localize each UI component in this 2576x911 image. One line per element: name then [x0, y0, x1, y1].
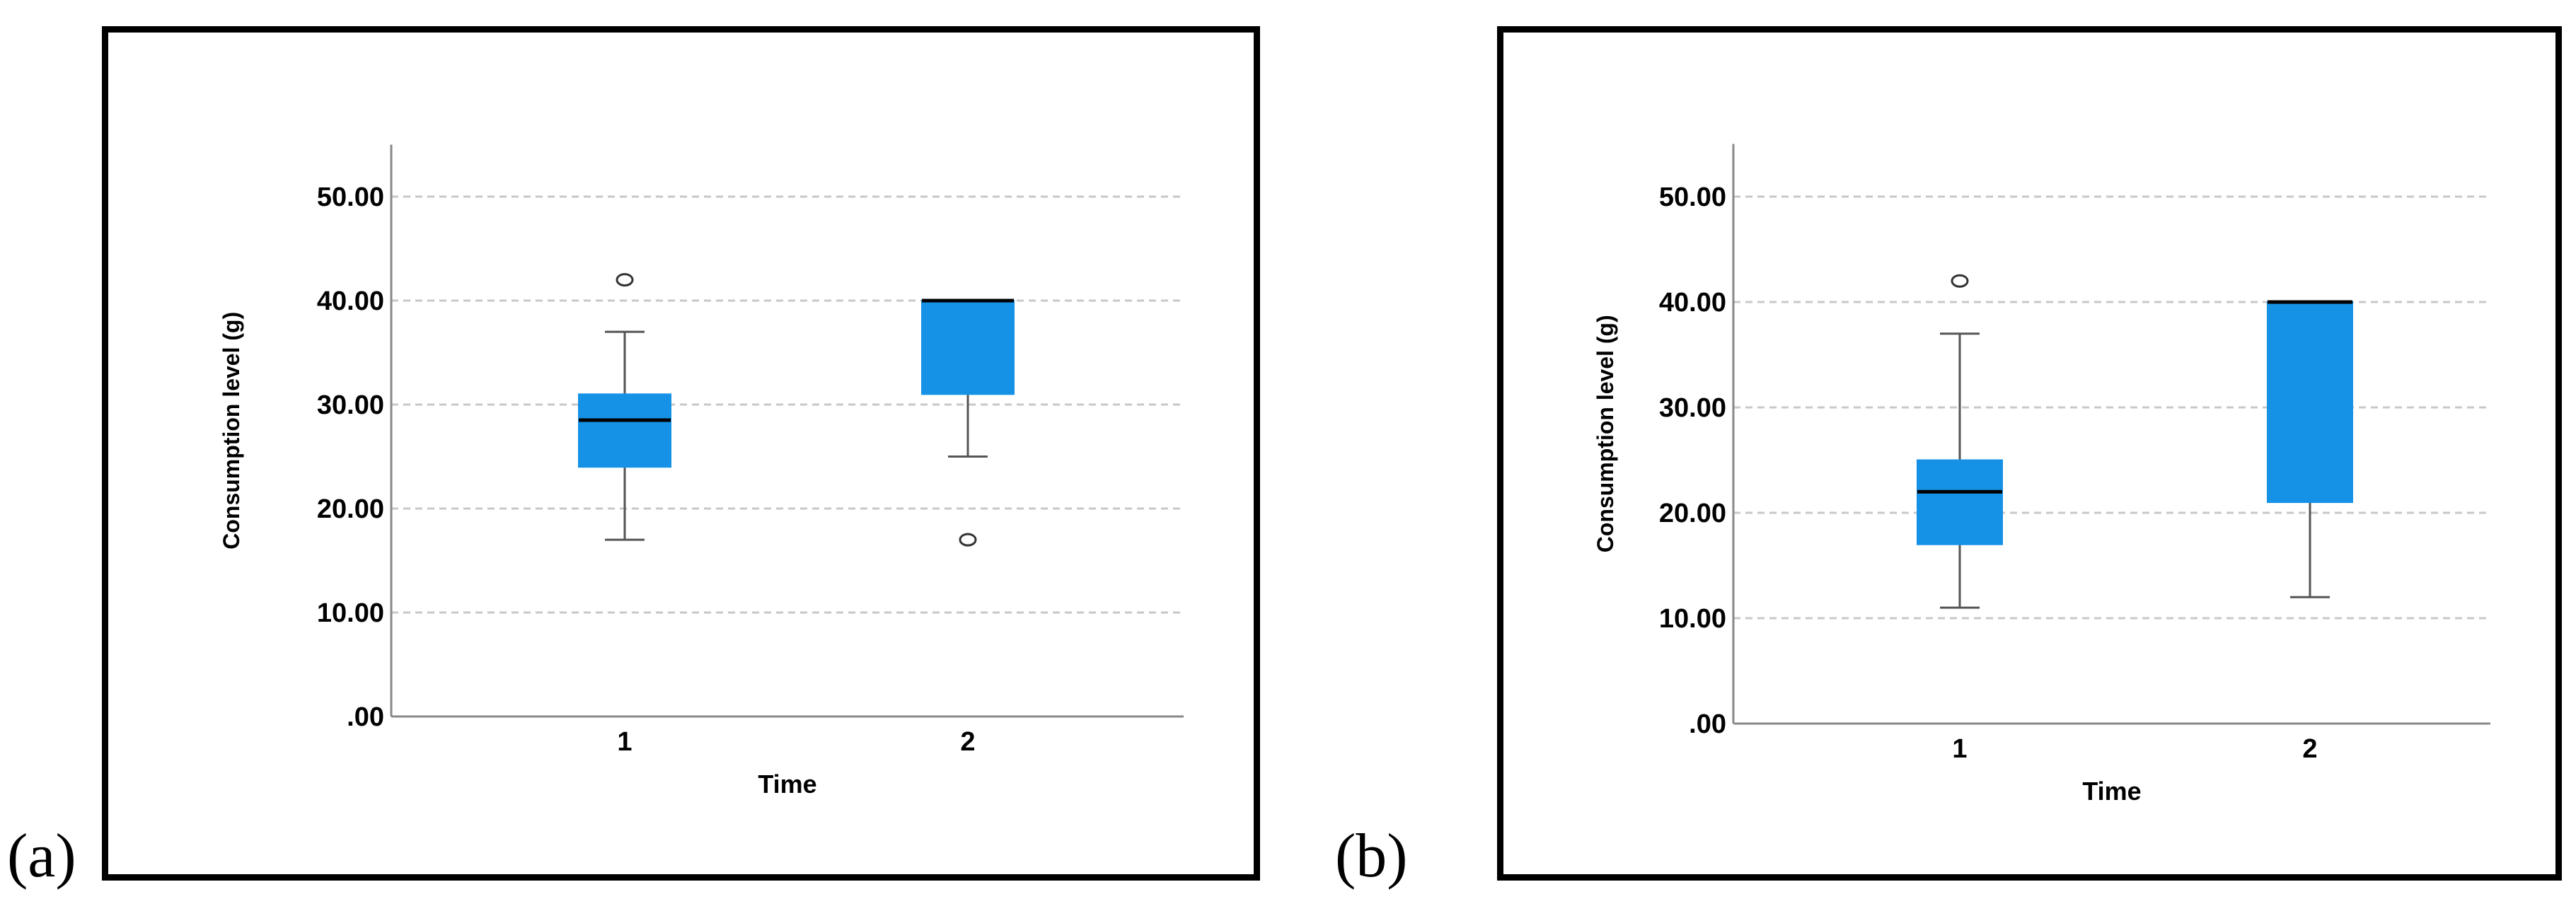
box-group-2 [2267, 300, 2353, 598]
y-tick-label: 10.00 [317, 598, 384, 628]
panel-label-a: (a) [7, 822, 76, 890]
x-axis-title: Time [758, 770, 816, 799]
outlier-point [959, 533, 977, 547]
x-axis-title: Time [2082, 777, 2141, 806]
y-tick-label: 40.00 [1659, 288, 1726, 318]
chart-panel-b: .00 10.00 20.00 30.00 40.00 50.00 Consumption … [1497, 26, 2562, 881]
outlier-point [1951, 274, 1969, 288]
y-tick-label: 30.00 [317, 390, 384, 420]
box-group-1 [578, 273, 671, 541]
y-tick-label: 50.00 [1659, 182, 1726, 212]
y-tick-label: 50.00 [317, 182, 384, 212]
x-tick-label: 2 [2302, 734, 2317, 764]
x-tick-label: 1 [1952, 734, 1967, 764]
iqr-box [921, 300, 1015, 395]
iqr-box [2267, 301, 2353, 504]
y-axis-title: Consumption level (g) [219, 312, 244, 550]
panel-label-b: (b) [1335, 822, 1408, 890]
y-tick-label: 20.00 [1659, 499, 1726, 528]
outlier-point [616, 273, 634, 287]
y-tick-label: .00 [347, 702, 384, 732]
x-tick-label: 2 [960, 727, 975, 757]
y-tick-label: 40.00 [317, 286, 384, 316]
box-group-2 [921, 298, 1015, 547]
boxplot-chart-a: .00 10.00 20.00 30.00 40.00 50.00 Consumption … [219, 144, 1184, 799]
y-tick-label: 30.00 [1659, 393, 1726, 423]
boxplot-chart-b: .00 10.00 20.00 30.00 40.00 50.00 Consumption … [1593, 144, 2490, 806]
chart-panel-a: .00 10.00 20.00 30.00 40.00 50.00 Consumption … [102, 26, 1260, 881]
box-group-1 [1917, 274, 2003, 609]
y-tick-label: .00 [1689, 709, 1726, 739]
x-tick-label: 1 [617, 727, 632, 757]
y-tick-label: 20.00 [317, 494, 384, 524]
iqr-box [578, 393, 671, 468]
iqr-box [1917, 459, 2003, 545]
y-axis-title: Consumption level (g) [1593, 315, 1618, 552]
y-tick-label: 10.00 [1659, 604, 1726, 634]
